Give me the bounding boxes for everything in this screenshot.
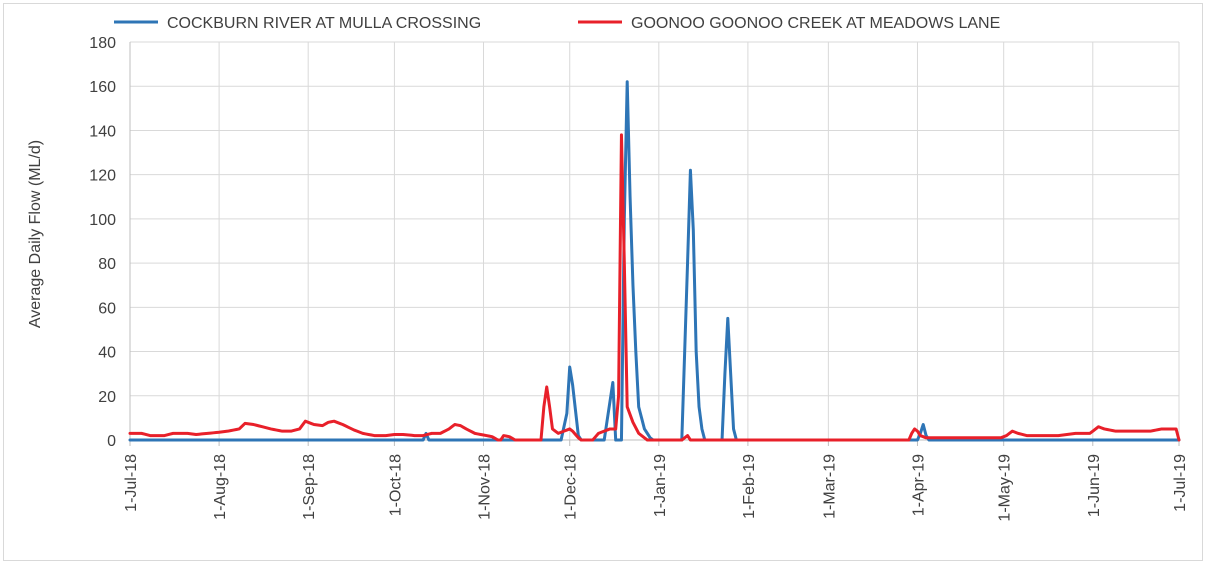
gridlines	[129, 41, 1180, 441]
series-line-2	[128, 133, 1181, 442]
y-axis-title: Average Daily Flow (ML/d)	[27, 140, 44, 328]
y-tick-label: 20	[98, 389, 116, 406]
y-tick-label: 160	[89, 79, 116, 96]
x-tick-label: 1-Aug-18	[212, 454, 229, 520]
legend-label-2: GOONOO GOONOO CREEK AT MEADOWS LANE	[631, 15, 1000, 32]
x-tick-label: 1-Nov-18	[476, 454, 493, 520]
x-tick-label: 1-Sep-18	[301, 454, 318, 520]
x-tick-label: 1-May-19	[997, 454, 1014, 522]
x-tick-label: 1-Jan-19	[652, 454, 669, 517]
y-tick-label: 0	[107, 433, 116, 450]
series-line-1	[128, 80, 1181, 442]
legend-label-1: COCKBURN RIVER AT MULLA CROSSING	[167, 15, 481, 32]
x-tick-label: 1-Jul-19	[1172, 454, 1189, 512]
y-tick-label: 80	[98, 256, 116, 273]
x-tick-label: 1-Jul-18	[123, 454, 140, 512]
x-tick-label: 1-Mar-19	[821, 454, 838, 519]
x-tick-label: 1-Feb-19	[741, 454, 758, 519]
y-tick-label: 40	[98, 345, 116, 362]
x-tick-label: 1-Dec-18	[563, 454, 580, 520]
y-tick-label: 180	[89, 35, 116, 52]
y-tick-label: 140	[89, 123, 116, 140]
y-tick-label: 120	[89, 168, 116, 185]
legend: COCKBURN RIVER AT MULLA CROSSING GOONOO G…	[114, 15, 1000, 32]
x-tick-label: 1-Apr-19	[910, 454, 927, 516]
axes: 0 20 40 60 80 100 120 140 160 180 1-Jul-18 1-Aug-18…	[89, 35, 1189, 522]
series-lines	[128, 80, 1181, 442]
chart-frame: 0 20 40 60 80 100 120 140 160 180 1-Jul-18 1-Aug-18…	[3, 3, 1203, 561]
y-tick-label: 60	[98, 300, 116, 317]
flow-chart: 0 20 40 60 80 100 120 140 160 180 1-Jul-18 1-Aug-18…	[27, 15, 1189, 522]
y-tick-label: 100	[89, 212, 116, 229]
x-tick-label: 1-Oct-18	[387, 454, 404, 516]
x-tick-label: 1-Jun-19	[1086, 454, 1103, 517]
